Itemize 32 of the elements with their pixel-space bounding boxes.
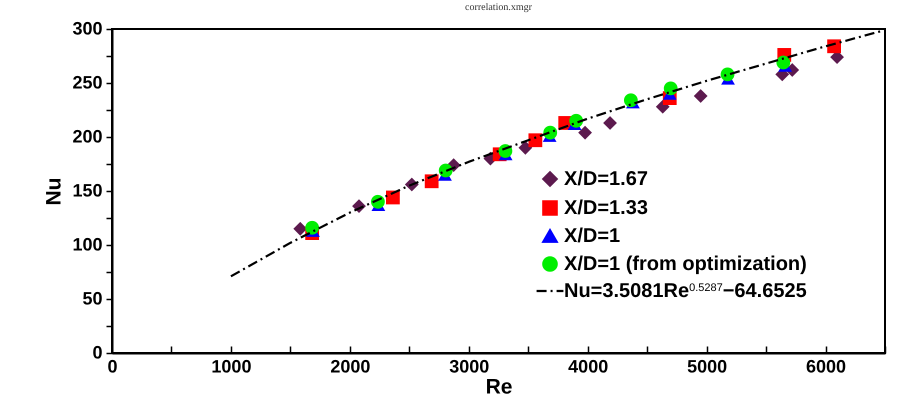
legend-label: X/D=1 — [564, 225, 620, 247]
point — [518, 140, 532, 155]
x-tick-label: 0 — [107, 356, 118, 376]
point — [624, 93, 638, 108]
y-axis-title: Nu — [42, 178, 66, 206]
x-tick-label: 1000 — [211, 356, 252, 376]
y-tick-label: 250 — [72, 72, 102, 92]
point — [776, 56, 790, 70]
legend-label: Nu=3.5081Re$^{0.5287}$−64.6525 — [564, 280, 807, 302]
point — [578, 126, 592, 140]
y-tick-label: 300 — [72, 18, 102, 38]
x-axis-title: Re — [486, 376, 512, 398]
point — [305, 220, 320, 235]
legend-label: X/D=1.67 — [564, 168, 648, 190]
y-tick-label: 150 — [72, 180, 102, 200]
point — [293, 222, 308, 236]
point — [528, 133, 542, 148]
y-tick-label: 100 — [72, 234, 102, 254]
legend-label: X/D=1 (from optimization) — [564, 253, 807, 275]
point — [603, 116, 617, 130]
chart-title: correlation.xmgr — [465, 2, 533, 13]
y-tick-label: 200 — [72, 126, 102, 146]
x-tick-label: 5000 — [687, 356, 728, 376]
point — [720, 67, 734, 82]
legend-label: X/D=1.33 — [564, 197, 648, 219]
x-tick-label: 2000 — [330, 356, 370, 376]
x-tick-label: 6000 — [806, 356, 846, 376]
x-tick-label: 3000 — [449, 356, 490, 376]
x-tick-label: 4000 — [568, 356, 608, 376]
y-tick-label: 50 — [82, 288, 102, 308]
point — [694, 89, 708, 103]
y-tick-label: 0 — [92, 342, 102, 362]
